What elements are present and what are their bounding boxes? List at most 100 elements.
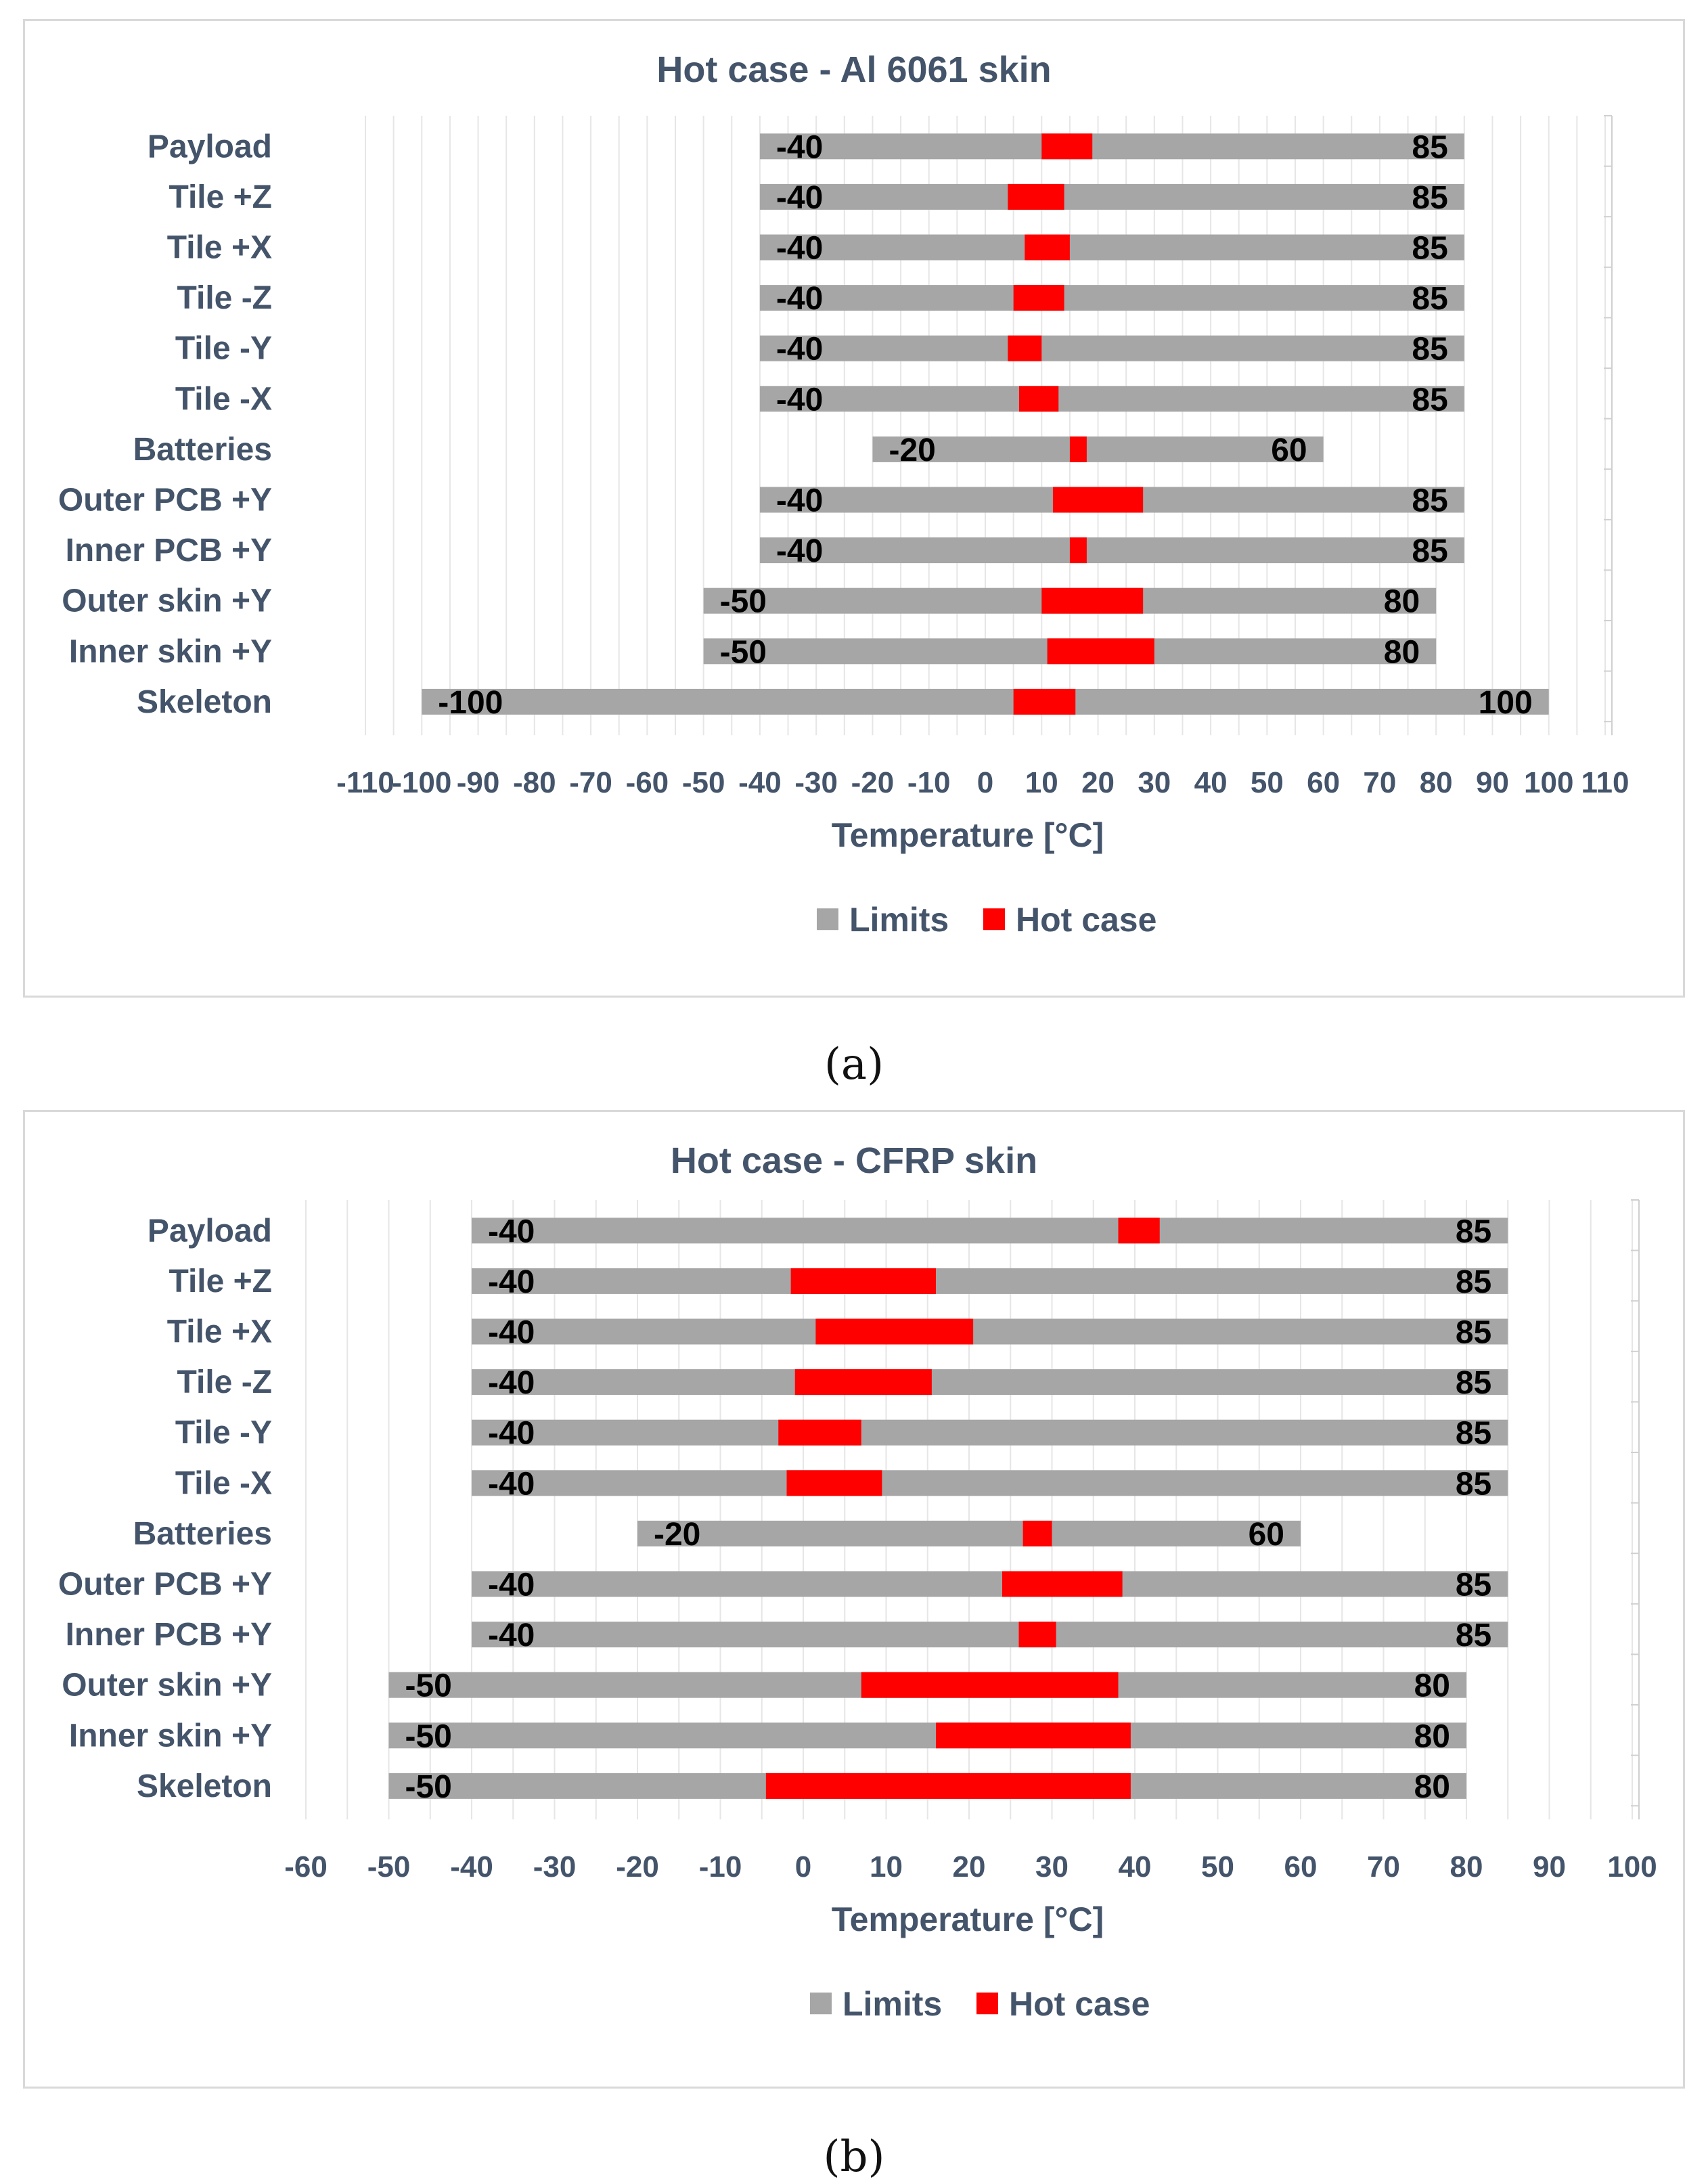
x-axis-title: Temperature [°C] [832,1900,1104,1938]
max-label-tile-x: 85 [1456,1466,1491,1502]
hot-case-bar-payload [1041,133,1093,160]
x-tick-label: -80 [513,766,556,799]
max-label-inner-skin-y: 80 [1384,634,1420,670]
chart-title: Hot case - Al 6061 skin [656,49,1051,90]
min-label-tile-x: -40 [488,1466,535,1502]
max-label-tile-z: 85 [1456,1365,1491,1401]
x-tick-label: -90 [457,766,500,799]
x-tick-label: 40 [1119,1850,1152,1884]
limit-bar-skeleton [422,688,1549,715]
hot-case-bar-inner-skin-y [936,1722,1131,1749]
legend-swatch-hot-case [983,908,1005,931]
min-label-inner-skin-y: -50 [405,1718,452,1754]
category-label-outer-pcb-y: Outer PCB +Y [58,1567,272,1603]
min-label-tile-x: -40 [776,231,823,267]
min-label-tile-x: -40 [488,1315,535,1351]
x-tick-label: -20 [851,766,895,799]
category-label-tile-x: Tile -X [175,381,272,417]
caption-a: (a) [824,1040,884,1090]
legend-label-limits: Limits [849,901,949,939]
category-label-payload: Payload [148,1213,272,1249]
hot-case-bar-outer-pcb-y [1052,487,1144,513]
max-label-skeleton: 80 [1414,1769,1450,1805]
limit-bar-tile-x [472,1318,1508,1345]
max-label-batteries: 60 [1271,432,1307,468]
legend-swatch-limits [810,1992,832,2015]
min-label-outer-skin-y: -50 [405,1668,452,1704]
x-tick-label: -60 [284,1850,328,1884]
category-label-outer-pcb-y: Outer PCB +Y [58,483,272,518]
hot-case-bar-outer-skin-y [1041,587,1144,614]
hot-case-bar-skeleton [765,1773,1131,1799]
chart-panel-a: Hot case - Al 6061 skin Payload -40 85 Tile … [23,19,1685,998]
max-label-tile-x: 85 [1412,382,1447,418]
category-label-tile-z: Tile -Z [177,1364,272,1400]
hot-case-bar-batteries [1022,1520,1052,1546]
max-label-inner-pcb-y: 85 [1412,533,1447,569]
min-label-batteries: -20 [654,1517,700,1553]
x-tick-label: -100 [392,766,451,799]
chart-title: Hot case - CFRP skin [671,1140,1037,1181]
max-label-outer-pcb-y: 85 [1456,1567,1491,1603]
limit-bar-outer-pcb-y [472,1571,1508,1597]
x-tick-label: -40 [738,766,782,799]
limit-bar-inner-pcb-y [759,537,1464,564]
limit-bar-tile-z [759,183,1464,210]
caption-b: (b) [823,2132,885,2182]
hot-case-bar-tile-x [1018,386,1059,412]
min-label-tile-y: -40 [776,332,823,367]
limit-bar-tile-y [472,1419,1508,1446]
x-tick-label: 80 [1420,766,1453,799]
x-tick-label: -10 [699,1850,742,1884]
min-label-skeleton: -100 [438,685,503,721]
max-label-tile-z: 85 [1412,180,1447,216]
hot-case-bar-tile-z [1013,285,1064,311]
category-label-batteries: Batteries [133,1516,272,1552]
max-label-outer-skin-y: 80 [1384,584,1420,620]
x-tick-label: 10 [870,1850,903,1884]
min-label-batteries: -20 [889,432,935,468]
hot-case-bar-tile-z [790,1268,936,1294]
limit-bar-tile-y [759,335,1464,361]
category-label-tile-y: Tile -Y [175,331,272,367]
max-label-tile-x: 85 [1412,231,1447,267]
min-label-inner-skin-y: -50 [720,634,767,670]
category-label-tile-x: Tile +X [167,230,272,266]
category-label-inner-skin-y: Inner skin +Y [69,1718,272,1754]
category-label-outer-skin-y: Outer skin +Y [62,1668,272,1703]
category-label-inner-skin-y: Inner skin +Y [69,633,272,669]
x-tick-label: 90 [1533,1850,1566,1884]
max-label-payload: 85 [1456,1213,1491,1249]
x-axis-title: Temperature [°C] [832,816,1104,854]
max-label-batteries: 60 [1249,1517,1284,1553]
x-tick-label: -110 [336,766,395,799]
limit-bar-tile-x [759,234,1464,261]
x-tick-label: 70 [1367,1850,1400,1884]
hot-case-bar-tile-x [1025,234,1070,261]
category-label-inner-pcb-y: Inner PCB +Y [66,533,272,569]
min-label-tile-z: -40 [488,1264,535,1300]
hot-case-bar-tile-z [794,1369,932,1396]
x-tick-label: 70 [1363,766,1396,799]
x-tick-label: -30 [533,1850,577,1884]
category-label-inner-pcb-y: Inner PCB +Y [66,1617,272,1653]
legend-swatch-limits [817,908,838,931]
limit-bar-tile-z [759,285,1464,311]
x-tick-label: -50 [367,1850,411,1884]
x-tick-label: 80 [1450,1850,1483,1884]
category-label-tile-z: Tile +Z [168,179,272,215]
x-tick-label: 60 [1307,766,1340,799]
max-label-tile-x: 85 [1456,1315,1491,1351]
category-label-skeleton: Skeleton [137,1768,272,1804]
min-label-inner-pcb-y: -40 [488,1618,535,1653]
min-label-tile-z: -40 [776,180,823,216]
hot-case-bar-inner-pcb-y [1069,537,1087,564]
x-tick-label: -60 [626,766,669,799]
min-label-tile-z: -40 [776,281,823,317]
x-tick-label: 50 [1201,1850,1234,1884]
max-label-tile-y: 85 [1456,1416,1491,1452]
x-tick-label: 60 [1284,1850,1318,1884]
hot-case-bar-tile-x [786,1470,882,1496]
x-tick-label: -70 [569,766,612,799]
max-label-inner-skin-y: 80 [1414,1718,1450,1754]
